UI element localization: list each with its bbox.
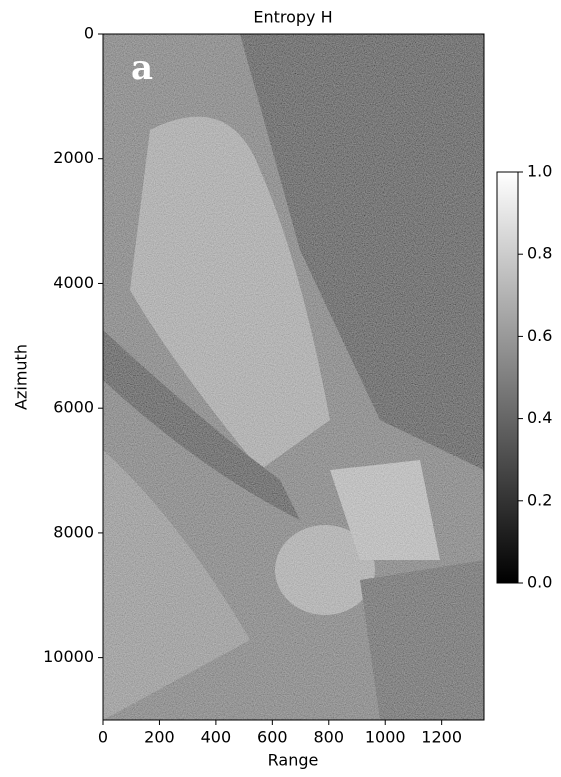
panel-label: a	[131, 48, 153, 88]
y-tick-label: 10000	[43, 647, 94, 666]
x-tick-label: 1200	[421, 728, 462, 747]
colorbar-tick-label: 0.2	[527, 490, 552, 509]
sar-image	[103, 34, 484, 720]
colorbar-tick-label: 0.0	[527, 573, 552, 592]
chart-title: Entropy H	[253, 8, 332, 27]
y-tick-label: 8000	[53, 522, 94, 541]
x-tick-label: 200	[144, 728, 175, 747]
colorbar-tick-label: 1.0	[527, 162, 552, 181]
y-tick-label: 6000	[53, 398, 94, 417]
colorbar-tick-label: 0.4	[527, 408, 552, 427]
y-tick-label: 2000	[53, 148, 94, 167]
x-tick-label: 600	[257, 728, 288, 747]
x-axis-label: Range	[268, 751, 319, 770]
y-tick-label: 4000	[53, 273, 94, 292]
x-tick-label: 400	[201, 728, 232, 747]
x-tick-label: 0	[98, 728, 108, 747]
y-tick-label: 0	[84, 24, 94, 43]
colorbar	[497, 172, 518, 583]
chart: Entropy H Range Azimuth a 0 200 400 600 800 1…	[0, 0, 561, 777]
y-axis-label: Azimuth	[12, 344, 31, 410]
colorbar-tick-label: 0.8	[527, 244, 552, 263]
colorbar-tick-label: 0.6	[527, 326, 552, 345]
x-tick-label: 1000	[365, 728, 406, 747]
x-tick-label: 800	[314, 728, 345, 747]
